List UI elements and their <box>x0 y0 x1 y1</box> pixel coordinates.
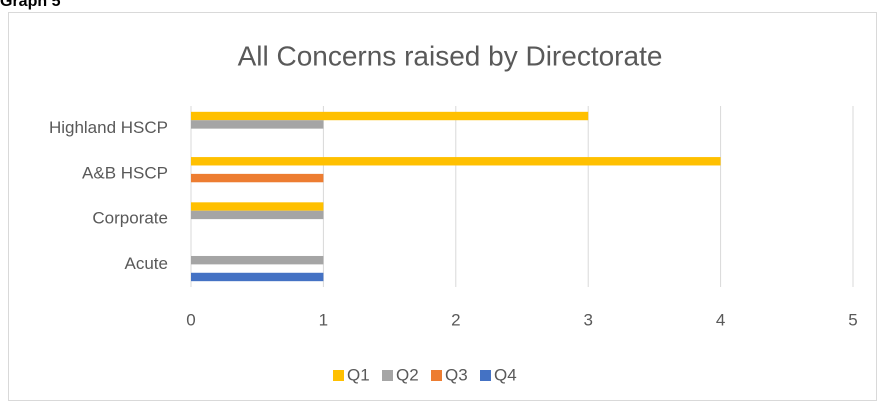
y-tick-label: Acute <box>125 254 168 273</box>
y-tick-label: Highland HSCP <box>49 118 168 137</box>
bar <box>191 272 324 282</box>
x-tick-label: 5 <box>848 310 857 329</box>
legend-swatch <box>480 370 491 381</box>
legend-swatch <box>382 370 393 381</box>
legend-swatch <box>333 370 344 381</box>
legend-label: Q4 <box>494 365 517 384</box>
legend-label: Q3 <box>445 365 468 384</box>
bar <box>191 173 324 183</box>
bar <box>191 157 721 166</box>
x-tick-label: 1 <box>319 310 328 329</box>
bar <box>191 255 324 265</box>
bar <box>191 202 324 211</box>
x-tick-label: 0 <box>186 310 195 329</box>
x-tick-label: 2 <box>451 310 460 329</box>
bar <box>191 111 589 121</box>
bar <box>191 120 324 129</box>
x-tick-label: 3 <box>583 310 592 329</box>
chart-title: All Concerns raised by Directorate <box>238 40 663 71</box>
legend-label: Q2 <box>396 365 419 384</box>
legend-swatch <box>431 370 442 381</box>
chart-frame <box>8 12 877 401</box>
bar <box>191 210 324 220</box>
y-tick-label: A&B HSCP <box>82 163 168 182</box>
y-tick-label: Corporate <box>92 209 168 228</box>
legend-label: Q1 <box>347 365 370 384</box>
heading: Graph 5 <box>0 0 61 10</box>
x-tick-label: 4 <box>716 310 725 329</box>
